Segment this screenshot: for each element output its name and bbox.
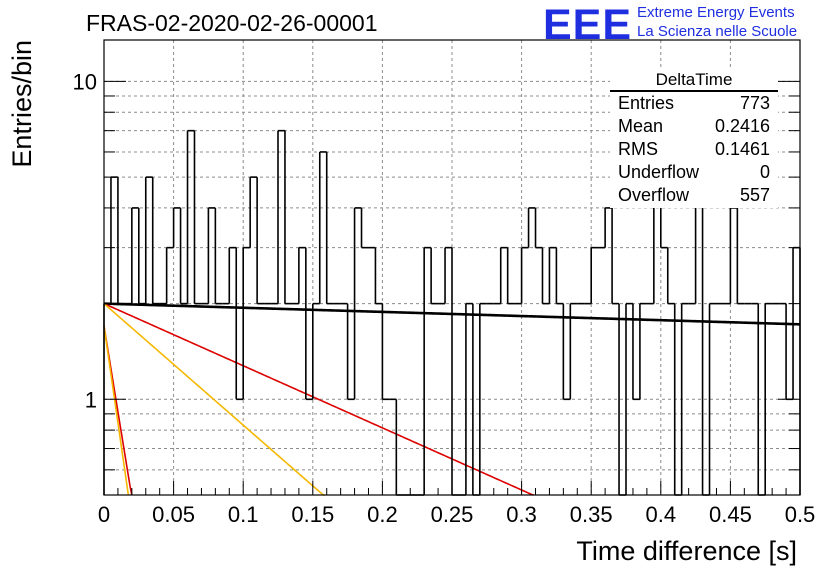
- x-axis-label: Time difference [s]: [576, 536, 797, 566]
- logo-line-2: La Scienza nelle Scuole: [637, 23, 798, 40]
- stats-label: Overflow: [618, 185, 690, 205]
- stats-value: 0.2416: [714, 116, 770, 136]
- tick-labels: 0 0.05 0.1 0.15 0.2 0.25 0.3 0.35 0.4 0.45 0.5 1 10: [73, 69, 816, 527]
- stats-row-rms: RMS 0.1461: [618, 139, 770, 162]
- x-tick-label: 0.25: [431, 502, 474, 527]
- x-tick-label: 0.35: [570, 502, 613, 527]
- eee-logo: EEE: [543, 1, 633, 49]
- stats-value: 0: [759, 162, 770, 182]
- stats-label: Underflow: [618, 162, 700, 182]
- x-tick-label: 0.5: [785, 502, 816, 527]
- fit-curve: [103, 303, 325, 496]
- y-axis-label: Entries/bin: [7, 40, 37, 168]
- x-tick-label: 0.2: [367, 502, 398, 527]
- run-title: FRAS-02-2020-02-26-00001: [86, 10, 378, 36]
- x-tick-label: 0.05: [152, 502, 195, 527]
- x-tick-label: 0: [98, 502, 110, 527]
- stats-row-underflow: Underflow 0: [618, 162, 770, 185]
- x-tick-label: 0.45: [709, 502, 752, 527]
- y-tick-label: 1: [85, 387, 97, 412]
- stats-label: RMS: [618, 139, 658, 159]
- y-tick-label: 10: [73, 69, 97, 94]
- stats-divider: [610, 90, 778, 92]
- stats-value: 0.1461: [714, 139, 770, 159]
- stats-label: Entries: [618, 93, 675, 113]
- x-tick-label: 0.1: [228, 502, 259, 527]
- x-tick-label: 0.3: [506, 502, 537, 527]
- stats-row-mean: Mean 0.2416: [618, 116, 770, 139]
- histogram-series: [103, 129, 801, 496]
- stats-value: 773: [739, 93, 770, 113]
- logo-line-1: Extreme Energy Events: [637, 4, 795, 21]
- stats-box: DeltaTime Entries 773 Mean 0.2416 RMS 0.…: [610, 70, 778, 208]
- fit-curve: [103, 325, 130, 496]
- eee-logo-text: Extreme Energy Events La Scienza nelle S…: [637, 3, 797, 41]
- stats-value: 557: [739, 185, 770, 205]
- stats-label: Mean: [618, 116, 664, 136]
- stats-title: DeltaTime: [655, 70, 733, 89]
- x-tick-label: 0.4: [646, 502, 677, 527]
- stats-row-overflow: Overflow 557: [618, 185, 770, 208]
- axis-ticks: [103, 80, 801, 496]
- x-tick-label: 0.15: [291, 502, 334, 527]
- stats-row-entries: Entries 773: [618, 93, 770, 116]
- fit-curve: [103, 302, 534, 496]
